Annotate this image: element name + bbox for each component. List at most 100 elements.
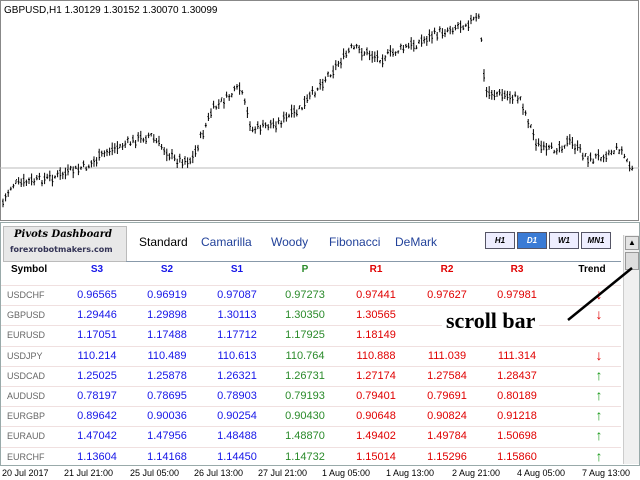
price-bar <box>446 27 449 33</box>
price-bar <box>69 165 72 171</box>
price-bar <box>524 110 527 116</box>
pivot-value: 110.613 <box>217 349 257 362</box>
pivot-value: 1.47042 <box>77 430 117 443</box>
price-bar <box>470 14 472 25</box>
column-header: Symbol <box>11 264 48 275</box>
price-bar <box>171 148 173 160</box>
timeframe-button[interactable]: MN1 <box>581 232 611 249</box>
price-bar <box>550 142 553 149</box>
price-bar <box>254 126 257 134</box>
price-bar <box>243 98 246 105</box>
price-bar <box>61 171 64 180</box>
price-bar <box>249 121 251 131</box>
trend-arrow: ↑ <box>595 407 603 424</box>
price-bar <box>451 27 454 35</box>
pivot-value: 1.49402 <box>356 430 396 443</box>
pivot-value: 1.28437 <box>497 369 537 382</box>
column-header: S1 <box>230 264 244 275</box>
symbol: USDJPY <box>7 350 43 361</box>
price-bar <box>184 156 186 165</box>
pivot-value: 1.26731 <box>285 369 325 382</box>
price-bar <box>306 94 309 103</box>
tab[interactable]: Standard <box>139 235 188 249</box>
price-bar <box>363 51 366 56</box>
scroll-bar[interactable]: ▲ <box>623 235 639 464</box>
price-bar <box>100 150 103 157</box>
price-bar <box>480 37 483 42</box>
price-bar <box>158 135 160 147</box>
price-bar <box>181 159 184 169</box>
tab[interactable]: Camarilla <box>201 235 252 249</box>
price-bar <box>342 48 345 60</box>
timeframe-button[interactable]: W1 <box>549 232 579 249</box>
price-bar <box>246 106 249 118</box>
price-bar <box>324 76 327 83</box>
time-label: 26 Jul 13:00 <box>194 468 244 478</box>
timeframe-button[interactable]: D1 <box>517 232 547 249</box>
price-bar <box>67 164 69 176</box>
price-bar <box>121 143 124 150</box>
pivot-value: 0.90254 <box>217 410 257 423</box>
scroll-thumb[interactable] <box>625 252 639 270</box>
price-bar <box>384 55 387 62</box>
price-bar <box>340 57 342 69</box>
logo: Pivots Dashboard forexrobotmakers.com <box>3 226 127 262</box>
price-bar <box>56 170 59 178</box>
column-header: S3 <box>90 264 104 275</box>
price-bar <box>74 165 77 170</box>
price-bar <box>402 44 405 54</box>
price-bar <box>204 122 207 128</box>
price-bar <box>191 150 194 164</box>
price-bar <box>2 198 4 208</box>
trend-arrow: ↑ <box>595 447 603 464</box>
timeframe-button[interactable]: H1 <box>485 232 515 249</box>
price-bar <box>428 29 431 42</box>
price-bar <box>529 124 532 129</box>
pivot-value: 0.89642 <box>77 410 117 423</box>
price-bar <box>441 28 444 39</box>
price-bar <box>176 158 179 168</box>
tab[interactable]: Fibonacci <box>329 235 381 249</box>
pivot-value: 0.79401 <box>356 390 396 402</box>
price-bar <box>267 124 270 131</box>
row-separator <box>1 325 621 327</box>
row-separator <box>1 305 621 307</box>
pivot-value: 1.17051 <box>77 329 117 342</box>
pivot-value: 1.17488 <box>147 329 187 342</box>
price-bar <box>615 143 618 150</box>
price-bar <box>337 60 340 67</box>
price-bar <box>332 65 335 79</box>
price-bar <box>397 50 400 54</box>
pivot-value: 110.764 <box>285 349 325 362</box>
price-bar <box>605 151 608 163</box>
symbol: EURUSD <box>7 330 46 341</box>
price-bar <box>134 140 137 149</box>
price-bar <box>449 25 452 35</box>
price-bar <box>28 177 30 185</box>
scroll-up[interactable]: ▲ <box>625 236 639 250</box>
price-bar <box>587 155 589 167</box>
tab[interactable]: Woody <box>271 235 309 249</box>
price-bar <box>51 174 54 187</box>
price-bar <box>477 13 480 20</box>
time-label: 1 Aug 05:00 <box>322 468 371 478</box>
price-bar <box>77 163 80 176</box>
row-separator <box>1 386 621 387</box>
tab[interactable]: DeMark <box>395 235 438 249</box>
price-bar <box>233 85 236 92</box>
pivot-value: 1.18149 <box>356 329 396 342</box>
price-bar <box>472 16 475 21</box>
pivot-value: 1.48870 <box>285 430 325 443</box>
price-bar <box>613 150 615 155</box>
price-bar <box>293 105 296 118</box>
pivot-value: 1.14732 <box>285 450 325 463</box>
row-separator <box>1 446 621 448</box>
price-bar <box>80 166 82 170</box>
price-bar <box>555 147 558 155</box>
price-bar <box>269 119 272 129</box>
price-bar <box>394 51 397 56</box>
price-bar <box>160 144 163 150</box>
logo-title: Pivots Dashboard <box>14 229 112 240</box>
price-bar <box>173 154 176 162</box>
price-bar <box>43 172 46 185</box>
